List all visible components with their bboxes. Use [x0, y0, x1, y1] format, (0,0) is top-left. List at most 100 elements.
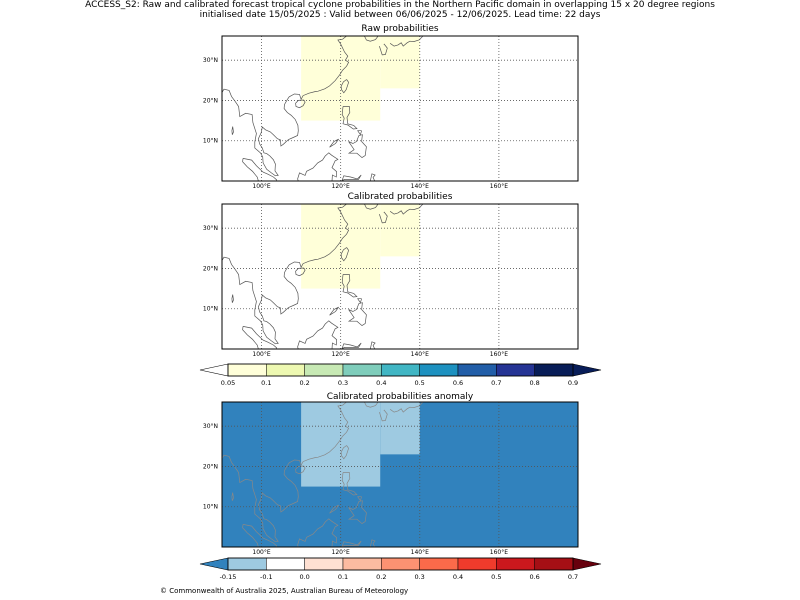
coastline-segment: [340, 540, 362, 547]
coastline-segment: [329, 138, 339, 148]
colorbar-tick-label: 0.9: [568, 379, 578, 387]
lon-tick-label: 140°E: [411, 183, 429, 190]
coastline-segment: [379, 43, 388, 56]
colorbar-tick-label: 0.5: [414, 379, 424, 387]
coastline-segment: [329, 504, 339, 514]
panel-title-calibrated: Calibrated probabilities: [347, 192, 453, 202]
colorbar-segment: [534, 557, 574, 571]
lat-tick-label: 20°N: [203, 463, 218, 470]
coastline-segment: [357, 130, 362, 136]
colorbar-frame: [227, 557, 574, 571]
lat-tick-label: 20°N: [203, 265, 218, 272]
probability-region: [380, 36, 420, 89]
coastline-segment: [364, 204, 379, 210]
lon-tick-label: 120°E: [332, 351, 350, 358]
map-panel-1: 100°E 120°E 140°E 160°E 10°N 20°N 30°N: [203, 203, 579, 358]
figure-title-line-2: initialised date 15/05/2025 : Valid betw…: [199, 10, 601, 20]
colorbar-tick-label: -0.1: [260, 573, 273, 581]
coastline-segment: [340, 342, 362, 349]
lon-tick-label: 160°E: [490, 549, 508, 556]
lon-tick-label: 140°E: [411, 549, 429, 556]
colorbar-tick-label: 0.4: [453, 573, 463, 581]
panel-title-raw: Raw probabilities: [361, 24, 439, 34]
lon-tick-label: 120°E: [332, 183, 350, 190]
colorbar-segment: [496, 363, 535, 377]
coastline-segment: [242, 158, 277, 181]
coastline-segment: [347, 302, 367, 327]
colorbar-segment: [227, 363, 267, 377]
map-panel-0: 100°E 120°E 140°E 160°E 10°N 20°N 30°N: [203, 35, 579, 190]
colorbar-tick-label: 0.6: [529, 573, 539, 581]
lon-tick-label: 140°E: [411, 351, 429, 358]
coastline-segment: [379, 211, 388, 224]
coastline-segment: [341, 106, 358, 130]
lat-tick-label: 10°N: [203, 138, 218, 145]
lon-tick-label: 120°E: [332, 549, 350, 556]
lat-tick-label: 20°N: [203, 97, 218, 104]
map-frame: [221, 401, 579, 548]
coastline-segment: [242, 524, 259, 547]
colorbar-segment: [534, 363, 574, 377]
colorbar-segment: [304, 557, 344, 571]
coastline: [222, 36, 424, 181]
colorbar-segment: [496, 557, 535, 571]
colorbar-tick-label: 0.7: [568, 573, 578, 581]
coastline-segment: [295, 267, 306, 277]
lat-tick-label: 10°N: [203, 504, 218, 511]
colorbar-segment: [457, 363, 497, 377]
coastline-segment: [341, 472, 358, 496]
colorbar-tick-label: 0.1: [338, 573, 348, 581]
coastline-segment: [242, 524, 277, 547]
coastline-segment: [295, 99, 306, 109]
colorbar-segment: [266, 557, 305, 571]
coastline-segment: [379, 409, 388, 422]
colorbar-tick-label: 0.4: [376, 379, 386, 387]
coastline-segment: [369, 539, 376, 547]
colorbar-under-arrow: [199, 363, 229, 377]
coastline-segment: [364, 402, 379, 408]
coastline-segment: [242, 326, 259, 349]
lon-tick-label: 100°E: [252, 351, 270, 358]
coastline-segment: [297, 320, 339, 349]
coastline-segment: [297, 518, 339, 547]
colorbar-segment: [227, 557, 267, 571]
colorbar-segment: [419, 557, 459, 571]
colorbar-tick-label: 0.2: [376, 573, 386, 581]
map-frame: [221, 203, 579, 350]
coastline-segment: [231, 126, 234, 135]
copyright-footer: © Commonwealth of Australia 2025, Austra…: [160, 587, 409, 595]
colorbar-segment: [381, 363, 420, 377]
map-panel-2: 100°E 120°E 140°E 160°E 10°N 20°N 30°N: [203, 401, 579, 556]
colorbar-over-arrow: [572, 363, 602, 377]
coastline-segment: [347, 500, 367, 525]
colorbar-tick-label: 0.0: [299, 573, 309, 581]
colorbar-tick-label: 0.1: [261, 379, 271, 387]
coastline: [222, 402, 424, 547]
colorbar-segment: [381, 557, 420, 571]
colorbar-tick-label: 0.6: [453, 379, 463, 387]
coastline-segment: [340, 445, 349, 460]
lat-tick-label: 30°N: [203, 423, 218, 430]
coastline-segment: [347, 134, 367, 159]
lat-tick-label: 30°N: [203, 225, 218, 232]
coastline-segment: [222, 36, 350, 177]
colorbar-segment: [304, 363, 344, 377]
colorbar-segment: [342, 363, 382, 377]
coastline-segment: [364, 36, 379, 42]
coastline-segment: [297, 152, 339, 181]
coastline-segment: [242, 326, 277, 349]
colorbar-tick-label: 0.3: [414, 573, 424, 581]
lon-tick-label: 160°E: [490, 351, 508, 358]
colorbar-tick-label: 0.3: [338, 379, 348, 387]
colorbar-segment: [266, 363, 305, 377]
coastline-segment: [357, 298, 362, 304]
coastline-segment: [231, 294, 234, 303]
coastline-segment: [242, 158, 259, 181]
coastline-segment: [329, 306, 339, 316]
coastline-segment: [357, 496, 362, 502]
colorbar-segment: [457, 557, 497, 571]
colorbar-under-arrow: [199, 557, 229, 571]
colorbar-segment: [419, 363, 459, 377]
coastline-segment: [222, 402, 350, 543]
